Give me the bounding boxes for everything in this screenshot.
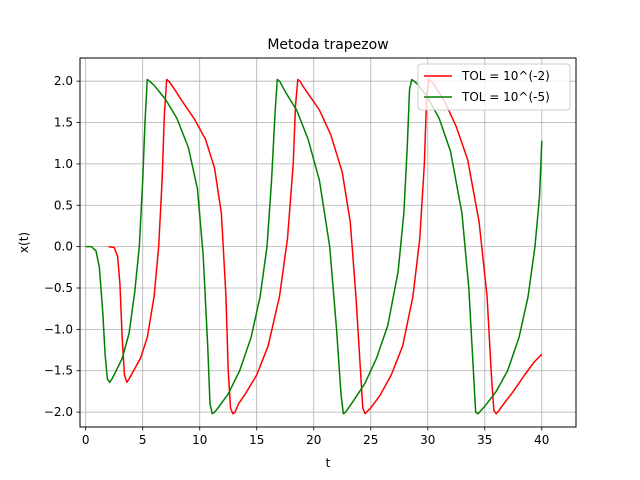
y-tick-label: 1.0 xyxy=(54,157,73,171)
series-line-2 xyxy=(85,78,543,415)
legend: TOL = 10^(-2) TOL = 10^(-5) xyxy=(417,63,571,111)
x-tick-label: 5 xyxy=(139,433,147,447)
x-tick-label: 15 xyxy=(249,433,264,447)
x-tick-label: 10 xyxy=(192,433,207,447)
y-axis-label: x(t) xyxy=(17,232,31,253)
y-tick-label: 2.0 xyxy=(54,74,73,88)
y-tick-label: −2.0 xyxy=(44,405,73,419)
series-line-1 xyxy=(108,78,543,415)
legend-label-2: TOL = 10^(-5) xyxy=(461,90,550,104)
legend-label-1: TOL = 10^(-2) xyxy=(461,69,550,83)
chart-title: Metoda trapezow xyxy=(267,37,388,53)
y-tick-label: 1.5 xyxy=(54,116,73,130)
legend-box xyxy=(417,63,571,111)
x-axis-label: t xyxy=(326,456,331,470)
plot-frame xyxy=(79,57,577,428)
y-tick-label: 0.5 xyxy=(54,198,73,212)
series-group xyxy=(85,78,543,415)
axis-ticks: 0 5 10 15 20 25 30 35 40 −2.0 −1.5 −1.0 −0.5 0.0 0.5 1.… xyxy=(44,74,550,447)
x-tick-label: 20 xyxy=(306,433,321,447)
x-tick-label: 35 xyxy=(477,433,492,447)
x-tick-label: 0 xyxy=(82,433,90,447)
grid xyxy=(80,58,576,427)
x-tick-label: 25 xyxy=(363,433,378,447)
y-tick-label: −1.5 xyxy=(44,364,73,378)
y-tick-label: −0.5 xyxy=(44,281,73,295)
x-tick-label: 30 xyxy=(420,433,435,447)
y-tick-label: −1.0 xyxy=(44,322,73,336)
x-tick-label: 40 xyxy=(534,433,549,447)
y-tick-label: 0.0 xyxy=(54,240,73,254)
